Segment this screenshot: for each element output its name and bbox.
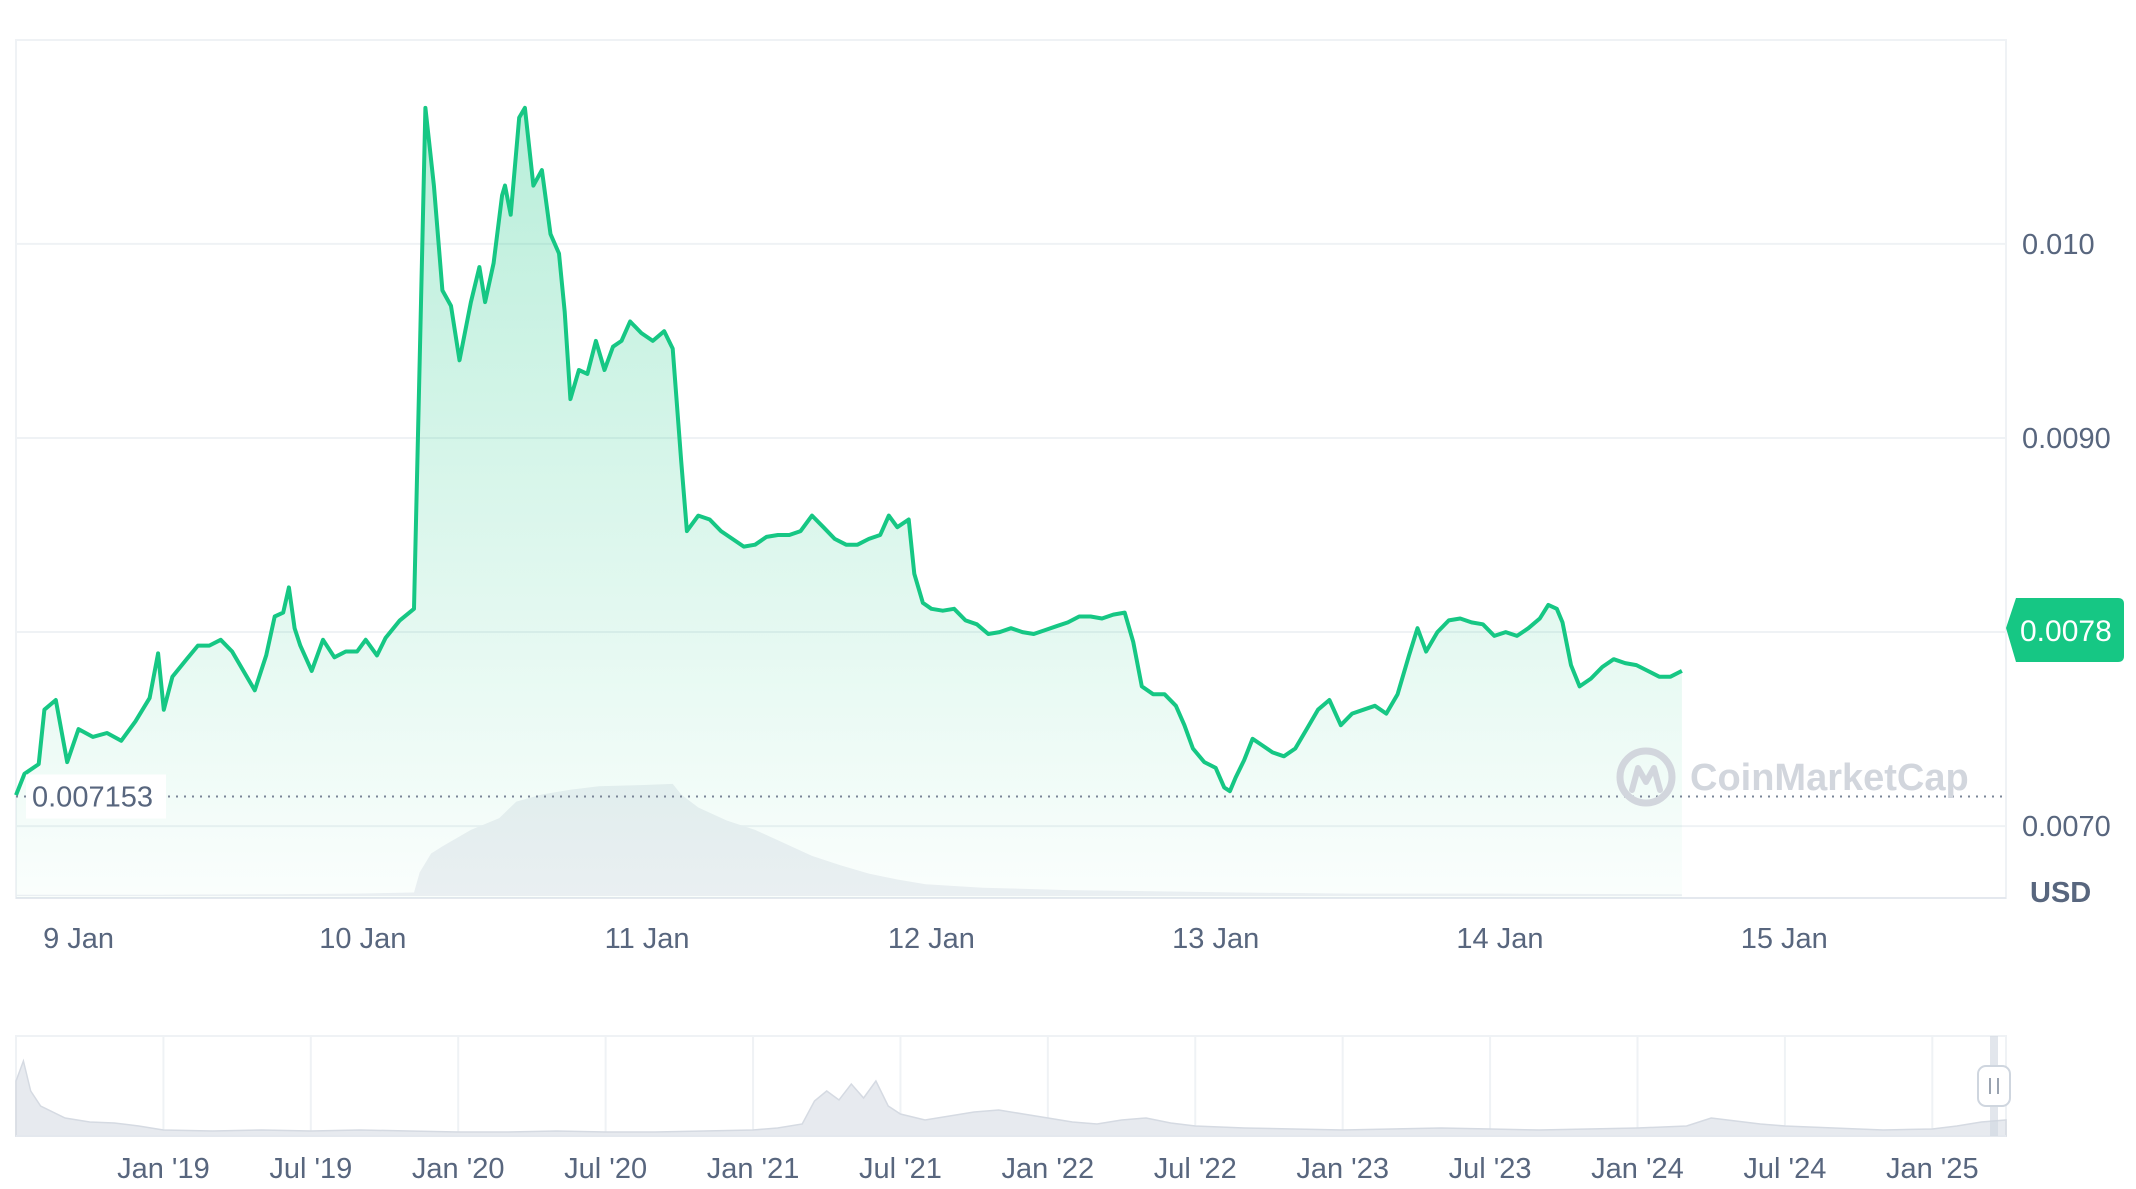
navigator-x-tick-label: Jul '24 [1743,1153,1826,1184]
currency-unit-label: USD [2030,877,2091,909]
pause-handle-icon [1989,1078,1999,1094]
min-price-label-bg [26,774,166,819]
price-series-line [14,105,1683,796]
navigator-x-axis: Jan '19 Jul '19 Jan '20 Jul '20 Jan '21 Jul '… [117,1153,1979,1185]
price-area [16,107,1682,898]
x-tick-label: 9 Jan [43,923,114,955]
x-tick-label: 12 Jan [888,923,975,955]
x-tick-label: 11 Jan [605,923,690,955]
price-line [14,105,1683,796]
navigator-x-tick-label: Jul '22 [1154,1153,1237,1184]
navigator-x-tick-label: Jul '20 [564,1153,647,1184]
navigator-x-tick-label: Jul '19 [269,1153,352,1184]
y-tick-label: 0.0090 [2022,423,2111,455]
y-tick-label: 0.0070 [2022,811,2111,843]
y-tick-label: 0.010 [2022,229,2095,261]
x-tick-label: 15 Jan [1741,923,1828,955]
x-tick-label: 13 Jan [1172,923,1259,955]
price-area-fill [16,107,1682,898]
navigator-x-tick-label: Jul '21 [859,1153,942,1184]
navigator-x-tick-label: Jan '21 [707,1153,800,1184]
x-tick-label: 10 Jan [319,923,406,955]
navigator-x-tick-label: Jan '24 [1591,1153,1684,1184]
x-axis: 9 Jan 10 Jan 11 Jan 12 Jan 13 Jan 14 Jan 15 Ja… [43,923,1828,955]
min-price-label: 0.007153 [32,781,153,813]
navigator-handle[interactable] [1977,1065,2011,1107]
navigator-x-tick-label: Jan '19 [117,1153,210,1184]
current-price-badge: 0.0078 [2006,598,2124,662]
navigator-area [15,1058,2007,1137]
navigator-series-area [15,1058,2007,1137]
current-price-label: 0.0078 [2020,615,2112,648]
coinmarketcap-logo-icon [1616,747,1676,807]
watermark-text: CoinMarketCap [1690,757,1969,799]
navigator-x-tick-label: Jan '23 [1296,1153,1389,1184]
navigator-x-tick-label: Jan '25 [1886,1153,1979,1184]
navigator-x-tick-label: Jul '23 [1449,1153,1532,1184]
watermark: CoinMarketCap [1616,747,1969,807]
navigator-x-tick-label: Jan '22 [1002,1153,1095,1184]
range-navigator[interactable]: Jan '19 Jul '19 Jan '20 Jul '20 Jan '21 Jul '… [15,1035,2011,1185]
x-tick-label: 14 Jan [1456,923,1543,955]
navigator-x-tick-label: Jan '20 [412,1153,505,1184]
